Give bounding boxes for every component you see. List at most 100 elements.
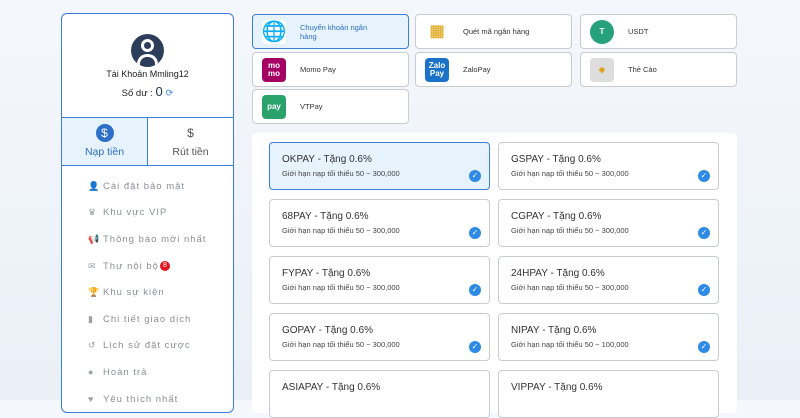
channel-limit: Giới hạn nạp tối thiểu 50 ~ 100,000 — [511, 340, 629, 349]
payment-method-label: VTPay — [300, 102, 323, 111]
sidebar-item[interactable]: ♥ Yêu thích nhất — [88, 386, 206, 412]
sidebar-item-label: Lịch sử đặt cược — [103, 340, 191, 352]
momo-icon: mo mo — [262, 57, 286, 82]
vtpay-icon: pay — [262, 94, 286, 119]
check-icon: ✓ — [698, 341, 710, 353]
channel-card[interactable]: OKPAY - Tặng 0.6% Giới hạn nạp tối thiểu … — [269, 142, 490, 190]
channel-title: GSPAY - Tặng 0.6% — [511, 154, 601, 165]
sidebar-item-label: Khu sự kiện — [103, 287, 165, 299]
channel-card[interactable]: GSPAY - Tặng 0.6% Giới hạn nạp tối thiểu … — [498, 142, 719, 190]
sidebar-item-label: Khu vực VIP — [103, 207, 168, 219]
payment-method[interactable]: T USDT — [580, 14, 737, 49]
channel-title: OKPAY - Tặng 0.6% — [282, 154, 372, 165]
check-icon: ✓ — [469, 284, 481, 296]
payment-method[interactable]: pay VTPay — [252, 89, 409, 124]
logo-text: mo mo — [268, 60, 280, 78]
balance-value: 0 — [155, 84, 163, 99]
channel-limit: Giới hạn nạp tối thiểu 50 ~ 300,000 — [511, 283, 629, 292]
channel-limit: Giới hạn nạp tối thiểu 50 ~ 300,000 — [282, 340, 400, 349]
sidebar-item[interactable]: 👤 Cài đặt bảo mật — [88, 173, 206, 200]
sidebar-item-label: Cài đặt bảo mật — [103, 180, 186, 192]
channel-limit: Giới hạn nạp tối thiểu 50 ~ 300,000 — [282, 169, 400, 178]
check-icon: ✓ — [698, 227, 710, 239]
sidebar-item[interactable]: 📢 Thông báo mới nhất — [88, 226, 206, 253]
payment-method[interactable]: 🌐 Chuyển khoản ngân hàng — [252, 14, 409, 49]
payment-method-label: Quét mã ngân hàng — [463, 27, 530, 36]
tab-withdraw-label: Rút tiền — [172, 146, 209, 158]
card-icon: ◆ — [590, 57, 614, 82]
megaphone-icon: 📢 — [88, 233, 101, 244]
sidebar-item[interactable]: 🏆 Khu sự kiện — [88, 279, 206, 306]
balance: Số dư : 0 ⟳ — [62, 84, 233, 99]
deposit-icon: $ — [95, 124, 114, 142]
channel-title: 68PAY - Tặng 0.6% — [282, 211, 369, 222]
sidebar-item[interactable]: ♛ Khu vực VIP — [88, 200, 206, 227]
sidebar-item-label: Thông báo mới nhất — [103, 233, 207, 245]
check-icon: ✓ — [469, 341, 481, 353]
account-sidebar: Tài Khoản Mmling12 Số dư : 0 ⟳ $ Nạp tiền… — [61, 13, 234, 413]
avatar-icon — [131, 34, 164, 67]
payment-method-label: Momo Pay — [300, 65, 336, 74]
tab-deposit[interactable]: $ Nạp tiền — [62, 118, 148, 165]
check-icon: ✓ — [698, 170, 710, 182]
channel-title: FYPAY - Tặng 0.6% — [282, 268, 371, 279]
sidebar-item[interactable]: ▮ Chi tiết giao dịch — [88, 306, 206, 333]
zalopay-icon: Zalo Pay — [425, 57, 449, 82]
channel-card[interactable]: 68PAY - Tặng 0.6% Giới hạn nạp tối thiểu … — [269, 199, 490, 247]
channel-limit: Giới hạn nạp tối thiểu 50 ~ 300,000 — [511, 169, 629, 178]
channel-card[interactable]: 24HPAY - Tặng 0.6% Giới hạn nạp tối thiểu… — [498, 256, 719, 304]
channel-title: 24HPAY - Tặng 0.6% — [511, 268, 605, 279]
trophy-icon: 🏆 — [88, 287, 101, 298]
channel-card[interactable]: CGPAY - Tặng 0.6% Giới hạn nạp tối thiểu … — [498, 199, 719, 247]
globe-icon: 🌐 — [261, 19, 287, 44]
channel-limit: Giới hạn nạp tối thiểu 50 ~ 300,000 — [282, 226, 400, 235]
payment-method[interactable]: ◆ Thẻ Cào — [580, 52, 737, 87]
sidebar-item[interactable]: ● Hoàn trả — [88, 359, 206, 386]
channel-limit: Giới hạn nạp tối thiểu 50 ~ 300,000 — [511, 226, 629, 235]
channel-card[interactable]: VIPPAY - Tặng 0.6% — [498, 370, 719, 418]
channel-title: GOPAY - Tặng 0.6% — [282, 325, 373, 336]
payment-method-label: ZaloPay — [463, 65, 491, 74]
crown-icon: ♛ — [88, 207, 98, 218]
payment-method-label: Thẻ Cào — [628, 65, 657, 74]
heart-icon: ♥ — [88, 394, 95, 405]
channel-title: ASIAPAY - Tặng 0.6% — [282, 382, 381, 393]
payment-method-label: USDT — [628, 27, 649, 36]
payment-method[interactable]: ▦ Quét mã ngân hàng — [415, 14, 572, 49]
channel-title: VIPPAY - Tặng 0.6% — [511, 382, 603, 393]
logo-text: pay — [267, 101, 281, 111]
channel-title: CGPAY - Tặng 0.6% — [511, 211, 602, 222]
check-icon: ✓ — [698, 284, 710, 296]
check-icon: ✓ — [469, 170, 481, 182]
sidebar-item-label: Chi tiết giao dịch — [103, 313, 192, 325]
channel-card[interactable]: GOPAY - Tặng 0.6% Giới hạn nạp tối thiểu … — [269, 313, 490, 361]
sidebar-item[interactable]: ✉ Thư nội bộ 8 — [88, 253, 206, 280]
payment-method[interactable]: Zalo Pay ZaloPay — [415, 52, 572, 87]
unread-badge: 8 — [159, 261, 170, 272]
clipboard-icon: ▮ — [88, 313, 94, 324]
channel-card[interactable]: ASIAPAY - Tặng 0.6% — [269, 370, 490, 418]
mail-icon: ✉ — [88, 260, 97, 271]
qr-icon: ▦ — [425, 19, 449, 44]
sidebar-item-label: Hoàn trả — [103, 366, 148, 378]
sidebar-item[interactable]: ↺ Lịch sử đặt cược — [88, 333, 206, 360]
payment-method[interactable]: mo mo Momo Pay — [252, 52, 409, 87]
tether-icon: T — [590, 19, 614, 44]
channel-title: NIPAY - Tặng 0.6% — [511, 325, 597, 336]
payment-method-label: Chuyển khoản ngân hàng — [300, 22, 368, 41]
dollar-icon: ● — [88, 367, 95, 378]
withdraw-icon: $ — [187, 126, 194, 140]
check-icon: ✓ — [469, 227, 481, 239]
channel-card[interactable]: NIPAY - Tặng 0.6% Giới hạn nạp tối thiểu … — [498, 313, 719, 361]
channel-card[interactable]: FYPAY - Tặng 0.6% Giới hạn nạp tối thiểu … — [269, 256, 490, 304]
tab-withdraw[interactable]: $ Rút tiền — [148, 118, 233, 165]
username: Tài Khoản Mmling12 — [106, 69, 189, 79]
channel-limit: Giới hạn nạp tối thiểu 50 ~ 300,000 — [282, 283, 400, 292]
tab-deposit-label: Nạp tiền — [84, 146, 125, 158]
user-lock-icon: 👤 — [88, 180, 101, 191]
logo-text: Zalo Pay — [428, 60, 446, 78]
sidebar-item-label: Yêu thích nhất — [103, 393, 179, 405]
history-icon: ↺ — [88, 340, 97, 351]
balance-label: Số dư : — [121, 88, 153, 99]
refresh-icon[interactable]: ⟳ — [165, 88, 174, 99]
